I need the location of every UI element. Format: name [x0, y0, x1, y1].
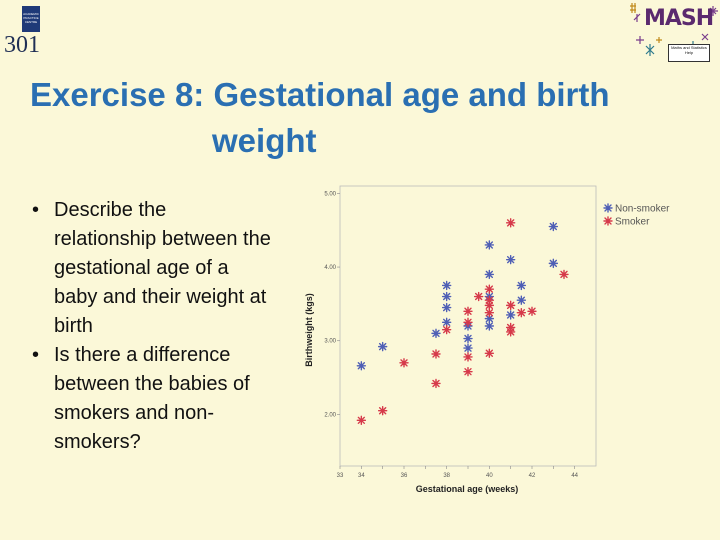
- mash-wordmark: MASH: [644, 6, 714, 31]
- title-line-2: weight: [212, 122, 317, 159]
- y-tick-label: 4.00: [324, 265, 336, 271]
- non-smoker-point: [484, 269, 495, 280]
- smoker-point: [431, 349, 441, 359]
- non-smoker-point: [516, 295, 527, 305]
- x-tick-label: 33: [337, 473, 344, 479]
- non-smoker-point: [441, 317, 452, 328]
- smoker-point: [527, 306, 537, 316]
- x-tick-label: 44: [571, 473, 578, 479]
- y-tick-label: 5.00: [324, 191, 336, 197]
- non-smoker-point: [463, 343, 473, 353]
- x-tick-label: 40: [486, 473, 493, 479]
- non-smoker-point: [463, 333, 473, 344]
- non-smoker-point: [505, 310, 516, 320]
- non-smoker-point: [484, 313, 495, 324]
- smoker-point: [473, 291, 484, 302]
- smoker-point: [505, 322, 516, 333]
- non-smoker-point: [548, 258, 559, 269]
- slide-title: Exercise 8: Gestational age and birth we…: [30, 72, 650, 164]
- non-smoker-point: [548, 221, 559, 232]
- smoker-point: [505, 300, 516, 311]
- smoker-point: [484, 348, 495, 358]
- non-smoker-point: [441, 280, 452, 291]
- x-tick-label: 34: [358, 473, 365, 479]
- smoker-point: [484, 284, 495, 294]
- non-smoker-point: [356, 361, 367, 371]
- smoker-point: [505, 218, 516, 228]
- mash-logo: MASH Maths and Statistics Help: [626, 0, 720, 72]
- title-line-1: Exercise 8: Gestational age and birth: [30, 76, 610, 113]
- smoker-point: [484, 300, 495, 311]
- legend-label-smoker: Smoker: [615, 217, 650, 228]
- logo-number: 301: [4, 32, 40, 58]
- y-tick-label: 2.00: [324, 412, 336, 418]
- chart-axes: 33 34 36 38 40 42 44 2.00 3.00 4.00 5.00: [324, 185, 597, 479]
- non-smoker-point: [484, 240, 495, 250]
- smoker-point: [399, 358, 409, 368]
- bullet-list: Describe the relationship between the ge…: [24, 196, 274, 457]
- x-axis-label: Gestational age (weeks): [416, 484, 519, 494]
- smoker-point: [441, 324, 452, 335]
- smoker-point: [377, 406, 388, 416]
- non-smoker-point: [441, 291, 452, 302]
- smoker-point: [356, 415, 367, 426]
- smoker-point: [463, 317, 473, 328]
- legend-marker-smoker: [603, 216, 613, 226]
- non-smoker-point: [377, 341, 388, 352]
- non-smoker-point: [484, 321, 495, 331]
- y-tick-label: 3.00: [324, 339, 336, 345]
- smoker-point: [463, 306, 473, 316]
- smoker-point: [559, 269, 569, 280]
- non-smoker-point: [441, 302, 452, 313]
- mash-tagline: Maths and Statistics Help: [668, 44, 710, 62]
- smoker-point: [484, 308, 495, 318]
- non-smoker-point: [505, 254, 516, 265]
- y-axis-label: Birthweight (kgs): [304, 293, 314, 367]
- logo-badge: ACADEMIC PRACTICE CENTRE: [22, 6, 40, 32]
- smoker-point: [463, 366, 473, 377]
- smoker-point: [516, 308, 527, 318]
- x-tick-label: 36: [401, 473, 408, 479]
- chart-points: [356, 218, 569, 426]
- scatter-chart: 33 34 36 38 40 42 44 2.00 3.00 4.00 5.00 Gestation…: [304, 185, 670, 494]
- smoker-point: [431, 378, 441, 389]
- chart-legend: Non-smoker Smoker: [603, 203, 670, 228]
- non-smoker-point: [516, 280, 527, 291]
- non-smoker-point: [431, 328, 441, 339]
- smoker-point: [463, 352, 473, 362]
- bullet-item-relationship: Describe the relationship between the ge…: [24, 196, 274, 341]
- smoker-point: [484, 295, 495, 305]
- logo-301: ACADEMIC PRACTICE CENTRE 301: [0, 0, 70, 70]
- legend-label-non-smoker: Non-smoker: [615, 204, 670, 215]
- bullet-item-difference: Is there a difference between the babies…: [24, 341, 274, 457]
- x-tick-label: 38: [443, 473, 450, 479]
- x-tick-label: 42: [529, 473, 536, 479]
- logo-badge-text: ACADEMIC PRACTICE CENTRE: [23, 12, 39, 24]
- legend-marker-non-smoker: [603, 203, 613, 213]
